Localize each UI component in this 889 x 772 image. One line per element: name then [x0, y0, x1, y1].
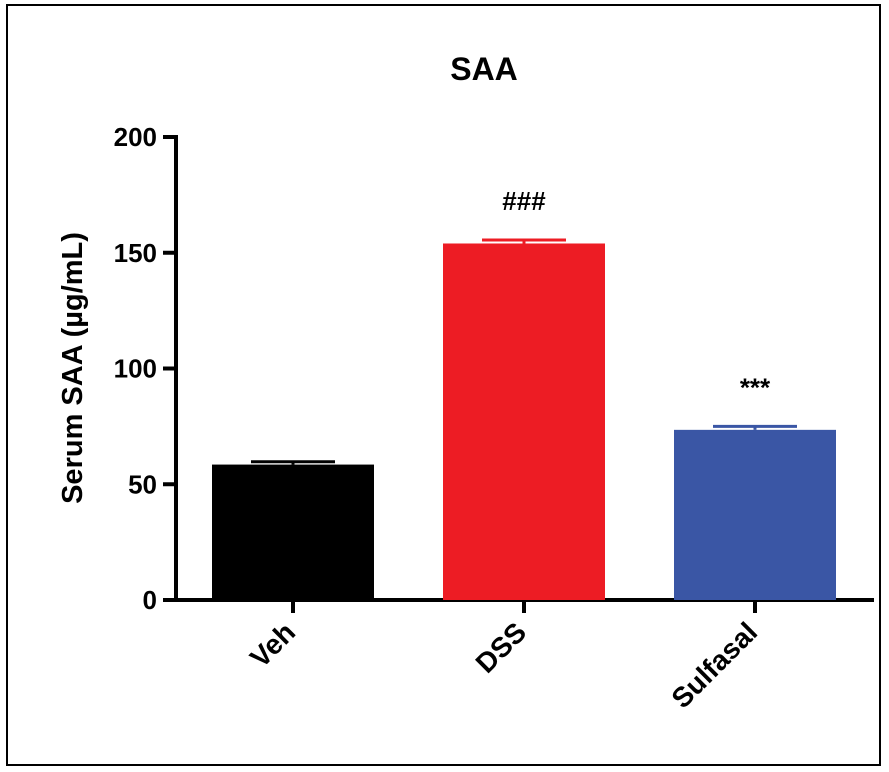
chart-title: SAA [450, 51, 518, 87]
bar-sulfasal [674, 429, 836, 600]
significance-annotation: *** [740, 372, 771, 402]
significance-annotation: ### [502, 186, 546, 216]
x-tick-label-veh: Veh [244, 616, 301, 673]
x-tick-label-dss: DSS [470, 616, 533, 679]
plot-area: 0 50 100 150 200 Veh DSS ### Sulfasal *** [114, 122, 874, 714]
bar-dss [443, 243, 605, 601]
bar-veh [212, 464, 374, 600]
y-tick-label: 100 [114, 354, 157, 384]
x-tick-label-sulfasal: Sulfasal [665, 616, 763, 714]
y-tick-label: 200 [114, 122, 157, 152]
y-tick-label: 0 [143, 585, 157, 615]
y-tick-label: 50 [128, 469, 157, 499]
y-axis-label: Serum SAA (µg/mL) [57, 232, 89, 504]
y-tick-label: 150 [114, 238, 157, 268]
